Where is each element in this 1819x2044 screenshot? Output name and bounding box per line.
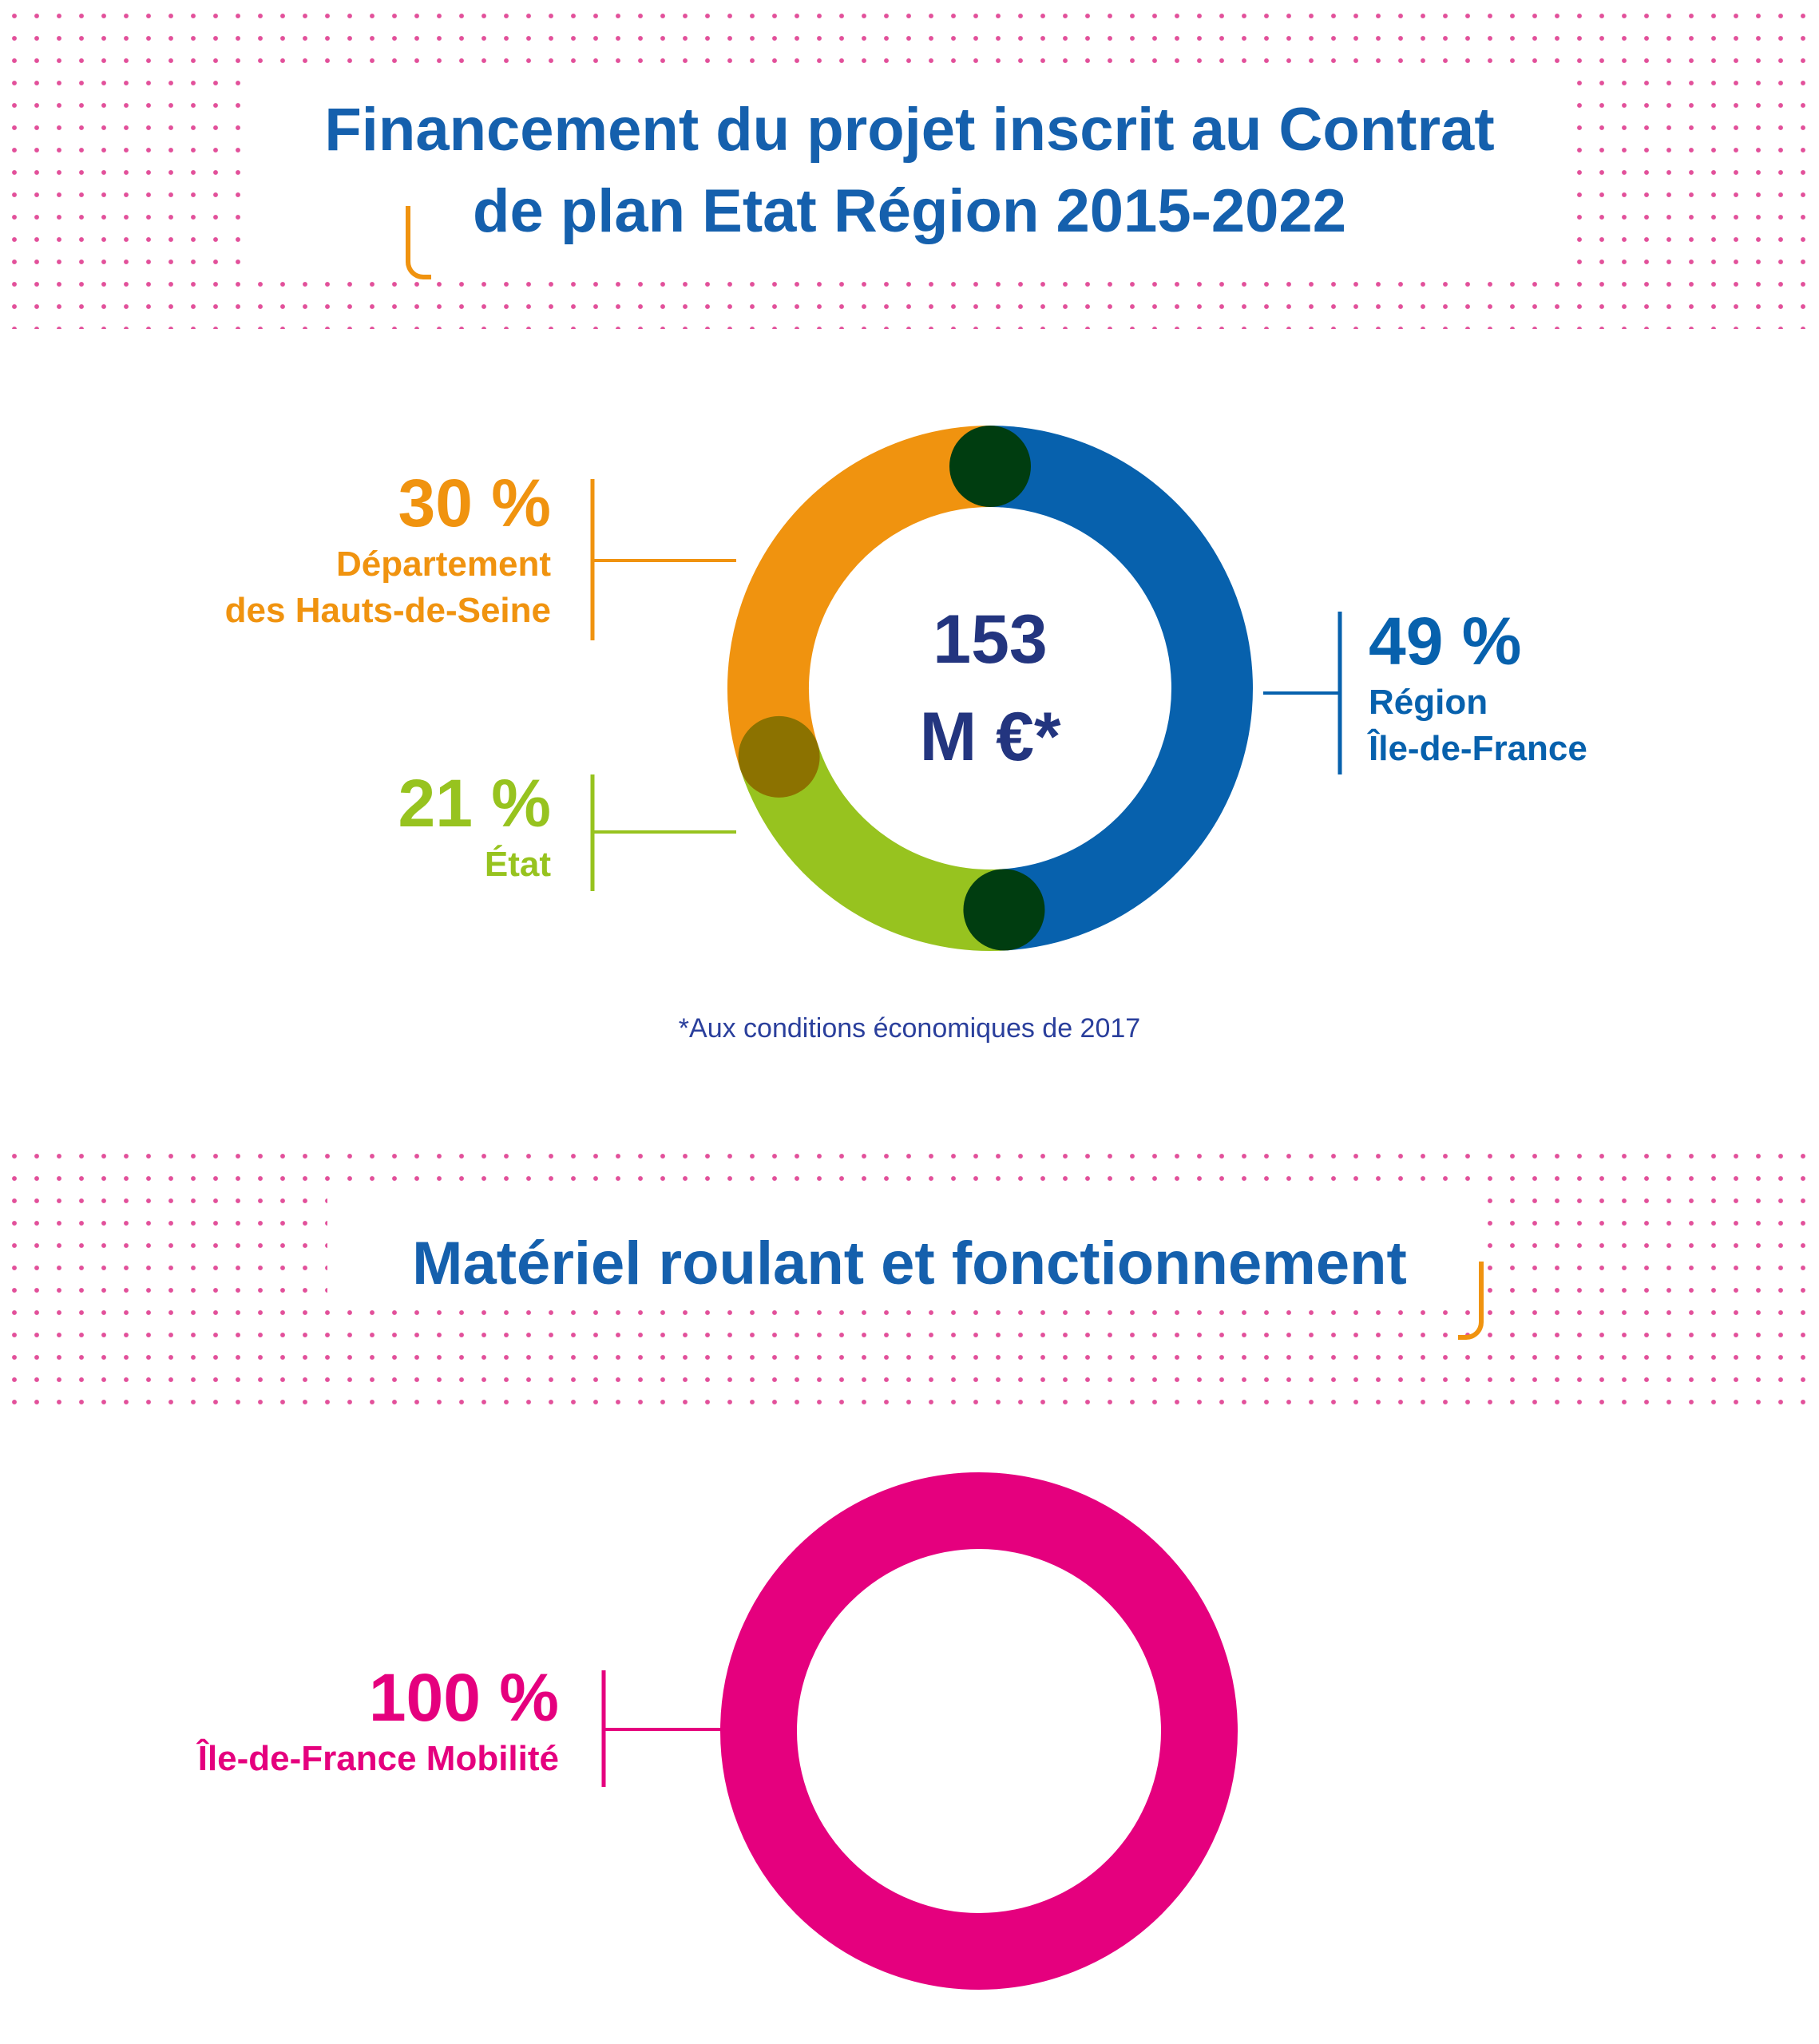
section1-title-line1: Financement du projet inscrit au Contrat [324,96,1495,164]
donut-segment-1 [989,426,1253,951]
title-bracket-decoration [406,206,431,279]
blue-name-line2: Île-de-France [1369,729,1587,768]
blue-percentage: 49 % [1369,604,1522,679]
donut-segment-2 [740,743,1007,951]
green-name: État [484,845,551,884]
title-background-1 [256,77,1565,276]
pink-percentage: 100 % [368,1660,559,1735]
segment-boundary-marker [738,715,820,798]
pink-segment-label: 100 % Île-de-France Mobilité [198,1659,559,1782]
orange-segment-label: 30 % Département des Hauts-de-Seine [225,465,551,634]
green-percentage: 21 % [398,766,551,841]
blue-segment-label: 49 % Région Île-de-France [1369,603,1587,772]
orange-percentage: 30 % [398,465,551,541]
section2-title: Matériel roulant et fonctionnement [412,1230,1407,1297]
section1-title-line2: de plan Etat Région 2015-2022 [473,177,1346,245]
orange-name-line2: des Hauts-de-Seine [224,591,551,630]
orange-name-line1: Département [336,545,551,584]
funding-donut-chart: 153 M €* [590,426,1342,951]
center-total-unit: M €* [920,699,1061,775]
donut-segment-full [720,1472,1238,1990]
donut-segment-3 [727,426,991,770]
center-total-number: 153 [933,601,1048,678]
green-segment-label: 21 % État [398,765,551,888]
section1-title: Financement du projet inscrit au Contrat… [0,89,1819,252]
segment-boundary-marker [963,869,1045,951]
pink-name: Île-de-France Mobilité [197,1739,559,1778]
title-background-2 [327,1198,1485,1309]
segment-boundary-marker [949,426,1031,507]
title-bracket-decoration-2 [1458,1262,1484,1340]
footnote: *Aux conditions économiques de 2017 [678,1013,1141,1044]
blue-name-line1: Région [1369,683,1488,722]
